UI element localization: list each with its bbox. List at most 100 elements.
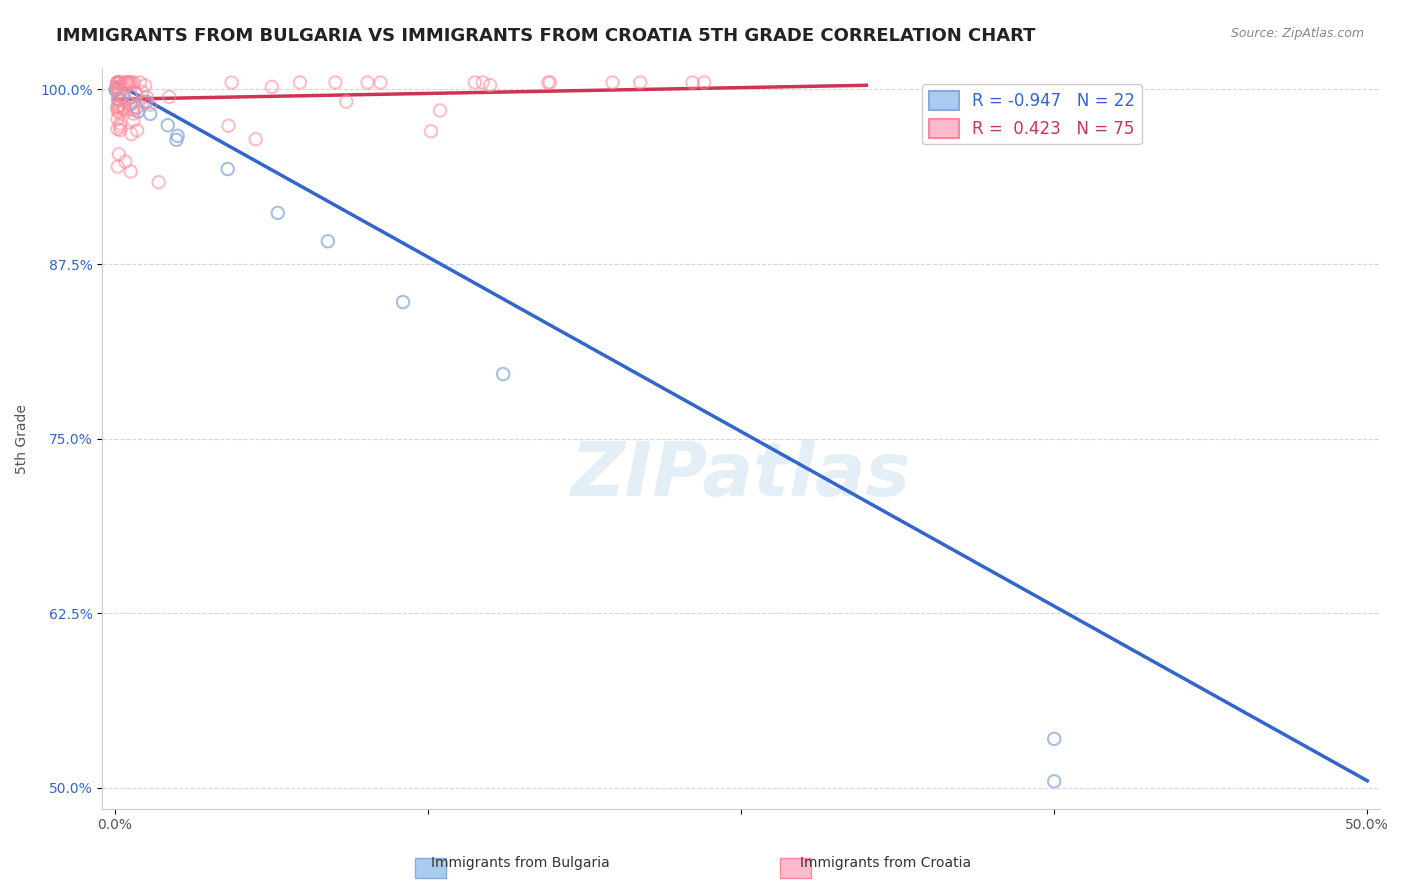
Point	[112, 77, 135, 91]
Point	[537, 75, 560, 89]
Text: Immigrants from Bulgaria: Immigrants from Bulgaria	[430, 855, 610, 870]
Point	[245, 132, 267, 146]
Y-axis label: 5th Grade: 5th Grade	[15, 404, 30, 474]
Point	[108, 120, 131, 134]
Point	[693, 75, 716, 89]
Point	[111, 101, 134, 115]
Point	[165, 133, 187, 147]
Point	[471, 75, 494, 89]
Point	[1043, 774, 1066, 789]
Point	[107, 87, 129, 101]
Point	[148, 175, 170, 189]
Point	[108, 147, 131, 161]
Point	[267, 206, 290, 220]
Point	[260, 79, 283, 94]
Point	[107, 75, 129, 89]
Point	[157, 90, 180, 104]
Point	[107, 93, 129, 107]
Point	[107, 100, 129, 114]
Point	[122, 106, 145, 120]
Point	[115, 75, 138, 89]
Point	[134, 78, 156, 93]
Point	[139, 107, 162, 121]
Point	[107, 99, 129, 113]
Point	[120, 97, 142, 112]
Point	[135, 90, 157, 104]
Point	[122, 113, 145, 128]
Legend: R = -0.947   N = 22, R =  0.423   N = 75: R = -0.947 N = 22, R = 0.423 N = 75	[922, 84, 1142, 145]
Point	[135, 95, 157, 109]
Text: IMMIGRANTS FROM BULGARIA VS IMMIGRANTS FROM CROATIA 5TH GRADE CORRELATION CHART: IMMIGRANTS FROM BULGARIA VS IMMIGRANTS F…	[56, 27, 1036, 45]
Point	[139, 97, 162, 112]
Point	[112, 88, 135, 103]
Point	[429, 103, 451, 118]
Point	[117, 75, 139, 89]
Point	[125, 123, 148, 137]
Point	[108, 75, 131, 89]
Point	[538, 75, 561, 89]
Point	[420, 124, 443, 138]
Point	[128, 75, 150, 89]
Point	[131, 85, 153, 99]
Point	[125, 87, 148, 101]
Point	[107, 112, 129, 126]
Point	[120, 127, 142, 141]
Point	[107, 81, 129, 95]
Point	[370, 75, 392, 89]
Point	[288, 75, 311, 89]
Point	[115, 75, 138, 89]
Point	[479, 78, 502, 92]
Point	[112, 101, 135, 115]
Point	[392, 295, 415, 310]
Point	[108, 97, 131, 112]
Point	[107, 103, 129, 118]
Point	[107, 160, 129, 174]
Point	[108, 75, 131, 89]
Point	[1043, 731, 1066, 746]
Point	[107, 80, 129, 95]
Point	[602, 75, 624, 89]
Point	[122, 100, 145, 114]
Point	[114, 75, 136, 89]
Point	[325, 75, 347, 89]
Text: Source: ZipAtlas.com: Source: ZipAtlas.com	[1230, 27, 1364, 40]
Point	[125, 101, 148, 115]
Point	[104, 82, 127, 96]
Point	[217, 161, 239, 176]
Point	[356, 75, 378, 89]
Point	[107, 101, 129, 115]
Point	[127, 104, 149, 119]
Point	[218, 119, 240, 133]
Point	[492, 367, 515, 381]
Point	[132, 95, 155, 109]
Point	[107, 75, 129, 89]
Point	[107, 80, 129, 95]
Point	[628, 75, 651, 89]
Point	[316, 234, 339, 248]
Point	[221, 75, 243, 89]
Point	[108, 85, 131, 99]
Point	[108, 106, 131, 120]
Point	[110, 117, 132, 131]
Point	[114, 154, 136, 169]
Point	[122, 103, 145, 117]
Point	[122, 75, 145, 89]
Point	[117, 75, 139, 89]
Point	[124, 86, 146, 100]
Text: Immigrants from Croatia: Immigrants from Croatia	[800, 855, 972, 870]
Point	[114, 103, 136, 117]
Point	[156, 118, 179, 132]
Point	[110, 123, 132, 137]
Point	[120, 75, 142, 89]
Point	[166, 128, 188, 143]
Point	[682, 75, 704, 89]
Text: ZIPatlas: ZIPatlas	[571, 439, 911, 512]
Point	[120, 164, 142, 178]
Point	[120, 75, 142, 89]
Point	[107, 77, 129, 91]
Point	[107, 75, 129, 89]
Point	[120, 89, 142, 103]
Point	[107, 122, 129, 136]
Point	[107, 75, 129, 89]
Point	[464, 75, 486, 89]
